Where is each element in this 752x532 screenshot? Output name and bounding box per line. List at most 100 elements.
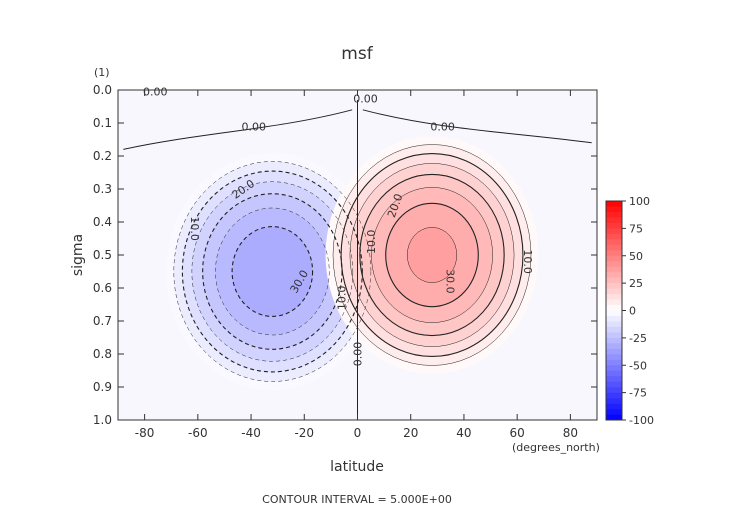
contour-label: 0.00 [353, 92, 378, 105]
colorbar-tick-label: 100 [629, 195, 650, 208]
zero-contour-north-upper [362, 109, 592, 144]
contour-label: 0.00 [241, 120, 266, 133]
colorbar-swatch [606, 403, 622, 410]
colorbar-swatch [606, 326, 622, 333]
colorbar-tick-label: 75 [629, 222, 643, 235]
northern-cell-contour-line [332, 144, 532, 366]
y-tick-label: 0.1 [93, 116, 112, 130]
contour-label: 0.00 [430, 120, 455, 133]
colorbar-swatch [606, 294, 622, 300]
y-tick-label: 0.8 [93, 347, 112, 361]
colorbar-swatch [606, 392, 622, 399]
colorbar-swatch [606, 321, 622, 328]
colorbar-swatch [606, 201, 622, 207]
colorbar-swatch [606, 211, 622, 218]
colorbar-swatch [606, 332, 622, 339]
colorbar-swatch [606, 239, 622, 246]
colorbar-tick-label: -75 [629, 387, 647, 400]
zero-contour-south-upper [123, 109, 353, 150]
x-tick-label: -80 [135, 426, 155, 440]
x-tick-label: 20 [403, 426, 418, 440]
colorbar-swatch [606, 387, 622, 393]
northern-cell-contour-line [359, 173, 505, 337]
northern-cell-contour-line [349, 163, 515, 347]
colorbar-swatch [606, 266, 622, 273]
colorbar-tick-label: -100 [629, 414, 654, 427]
colorbar-swatch [606, 283, 622, 289]
contour-label: 10.0 [365, 230, 378, 255]
x-tick-label: -60 [188, 426, 208, 440]
y-tick-label: 0.5 [93, 248, 112, 262]
y-tick-label: 0.9 [93, 380, 112, 394]
colorbar-tick-label: -50 [629, 359, 647, 372]
contour-label: 10.0 [188, 216, 201, 241]
southern-cell-contour-line [215, 207, 330, 336]
x-axis: -80 -60 -40 -20 0 20 40 60 80 [135, 90, 578, 440]
colorbar-tick-label: 0 [629, 305, 636, 318]
northern-cell-contour-line [340, 152, 524, 358]
y-tick-label: 0.4 [93, 215, 112, 229]
contour-label: 10.0 [336, 286, 349, 311]
colorbar-swatch [606, 288, 622, 295]
x-tick-label: -40 [241, 426, 261, 440]
contour-line-layer [123, 99, 592, 420]
x-axis-units: (degrees_north) [512, 441, 600, 454]
y-axis-note: (1) [94, 66, 110, 79]
colorbar-swatch [606, 261, 622, 267]
colorbar-swatch [606, 359, 622, 366]
contour-interval-footer: CONTOUR INTERVAL = 5.000E+00 [262, 493, 452, 506]
contour-label: 10.0 [521, 249, 534, 274]
northern-cell-contour-line [371, 187, 493, 323]
colorbar-swatch [606, 343, 622, 350]
x-tick-label: -20 [294, 426, 314, 440]
colorbar-swatch [606, 348, 622, 355]
colorbar-swatch [606, 206, 622, 213]
x-tick-label: 40 [456, 426, 471, 440]
y-tick-label: 0.0 [93, 83, 112, 97]
colorbar-swatch [606, 409, 622, 415]
colorbar-swatch [606, 272, 622, 278]
x-tick-label: 80 [563, 426, 578, 440]
chart-title: msf [341, 44, 373, 64]
x-tick-label: 0 [354, 426, 362, 440]
y-tick-label: 0.2 [93, 149, 112, 163]
colorbar-swatch [606, 381, 622, 388]
southern-cell-contour-line [181, 170, 363, 373]
contour-label: 0.00 [143, 86, 168, 99]
y-tick-label: 0.3 [93, 182, 112, 196]
colorbar-swatch [606, 233, 622, 240]
colorbar-tick-label: 25 [629, 277, 643, 290]
northern-cell-contour-line [407, 227, 458, 283]
y-tick-label: 0.6 [93, 281, 112, 295]
y-axis-label: sigma [70, 234, 86, 276]
colorbar-swatch [606, 305, 622, 311]
colorbar-swatch [606, 337, 622, 344]
colorbar-swatch [606, 354, 622, 361]
colorbar-swatch [606, 370, 622, 377]
southern-cell-contour-line [191, 181, 354, 362]
x-tick-label: 60 [510, 426, 525, 440]
colorbar-swatch [606, 299, 622, 306]
colorbar-swatch [606, 255, 622, 262]
colorbar-swatch [606, 414, 622, 421]
northern-cell-contour-line [385, 202, 479, 308]
colorbar-swatch [606, 376, 622, 382]
colorbar-swatch [606, 315, 622, 322]
colorbar-swatch [606, 222, 622, 229]
colorbar: 100 75 50 25 0 -25 -50 -75 -100 [605, 195, 654, 427]
y-tick-label: 0.7 [93, 314, 112, 328]
colorbar-swatch [606, 365, 622, 372]
colorbar-swatch [606, 398, 622, 404]
southern-cell-contour-line [231, 226, 314, 317]
x-axis-label: latitude [330, 459, 384, 475]
southern-cell-contour-line [173, 161, 372, 382]
colorbar-swatch [606, 228, 622, 235]
colorbar-tick-label: 50 [629, 250, 643, 263]
colorbar-tick-label: -25 [629, 332, 647, 345]
colorbar-swatch [606, 277, 622, 284]
colorbar-swatch [606, 244, 622, 251]
y-tick-label: 1.0 [93, 413, 112, 427]
southern-cell-band [232, 226, 313, 317]
colorbar-swatch [606, 310, 622, 317]
